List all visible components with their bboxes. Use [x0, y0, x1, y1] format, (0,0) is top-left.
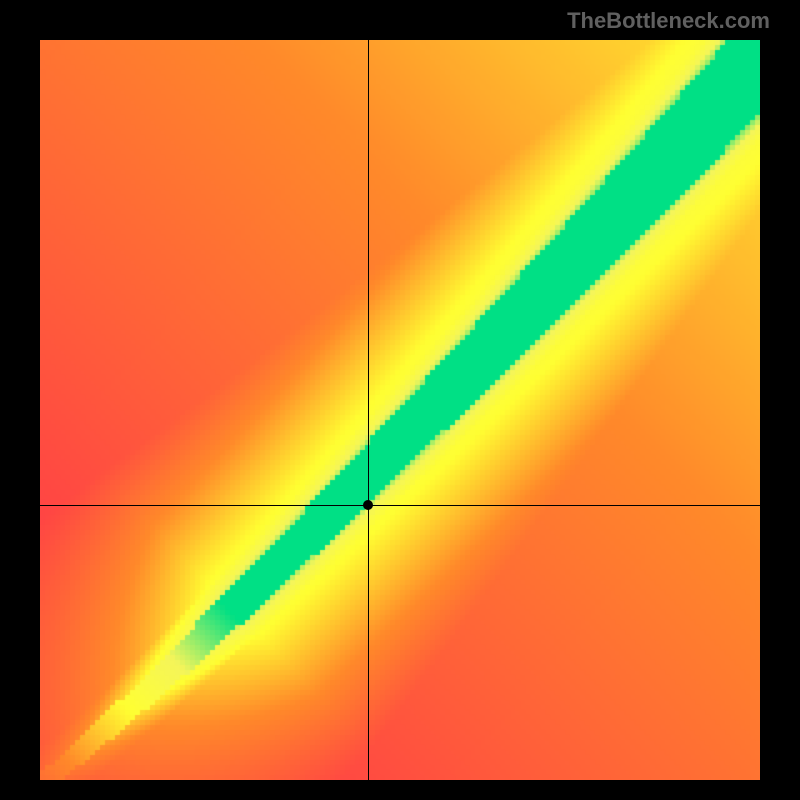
crosshair-marker: [363, 500, 373, 510]
heatmap-canvas: [40, 40, 760, 780]
bottleneck-heatmap: [40, 40, 760, 780]
watermark-text: TheBottleneck.com: [567, 8, 770, 34]
crosshair-vertical: [368, 40, 369, 780]
crosshair-horizontal: [40, 505, 760, 506]
